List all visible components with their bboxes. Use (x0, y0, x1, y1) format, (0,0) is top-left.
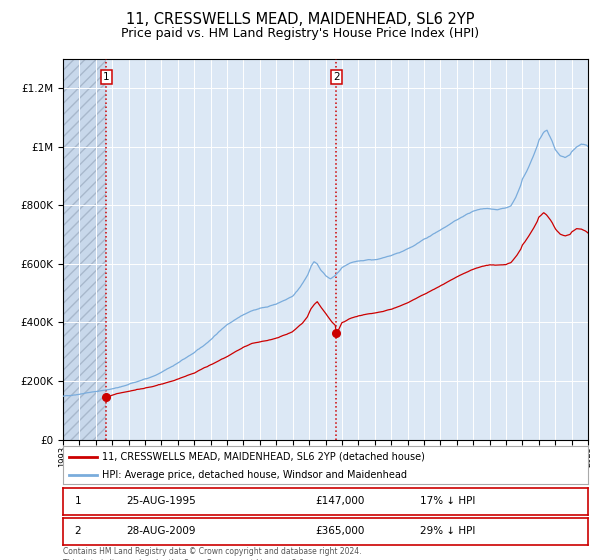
Text: 11, CRESSWELLS MEAD, MAIDENHEAD, SL6 2YP (detached house): 11, CRESSWELLS MEAD, MAIDENHEAD, SL6 2YP… (103, 452, 425, 462)
Text: Contains HM Land Registry data © Crown copyright and database right 2024.: Contains HM Land Registry data © Crown c… (63, 547, 361, 556)
Text: This data is licensed under the Open Government Licence v3.0.: This data is licensed under the Open Gov… (63, 559, 307, 560)
Text: £365,000: £365,000 (315, 526, 364, 536)
Text: HPI: Average price, detached house, Windsor and Maidenhead: HPI: Average price, detached house, Wind… (103, 470, 407, 480)
Bar (63, 59, 106, 440)
Text: 2: 2 (333, 72, 340, 82)
Text: 17% ↓ HPI: 17% ↓ HPI (420, 496, 475, 506)
Text: £147,000: £147,000 (315, 496, 364, 506)
Text: 1: 1 (74, 496, 81, 506)
Text: 29% ↓ HPI: 29% ↓ HPI (420, 526, 475, 536)
Text: 25-AUG-1995: 25-AUG-1995 (126, 496, 196, 506)
Text: 28-AUG-2009: 28-AUG-2009 (126, 526, 196, 536)
Text: 11, CRESSWELLS MEAD, MAIDENHEAD, SL6 2YP: 11, CRESSWELLS MEAD, MAIDENHEAD, SL6 2YP (126, 12, 474, 27)
Text: 1: 1 (103, 72, 110, 82)
Text: 2: 2 (74, 526, 81, 536)
Text: Price paid vs. HM Land Registry's House Price Index (HPI): Price paid vs. HM Land Registry's House … (121, 27, 479, 40)
